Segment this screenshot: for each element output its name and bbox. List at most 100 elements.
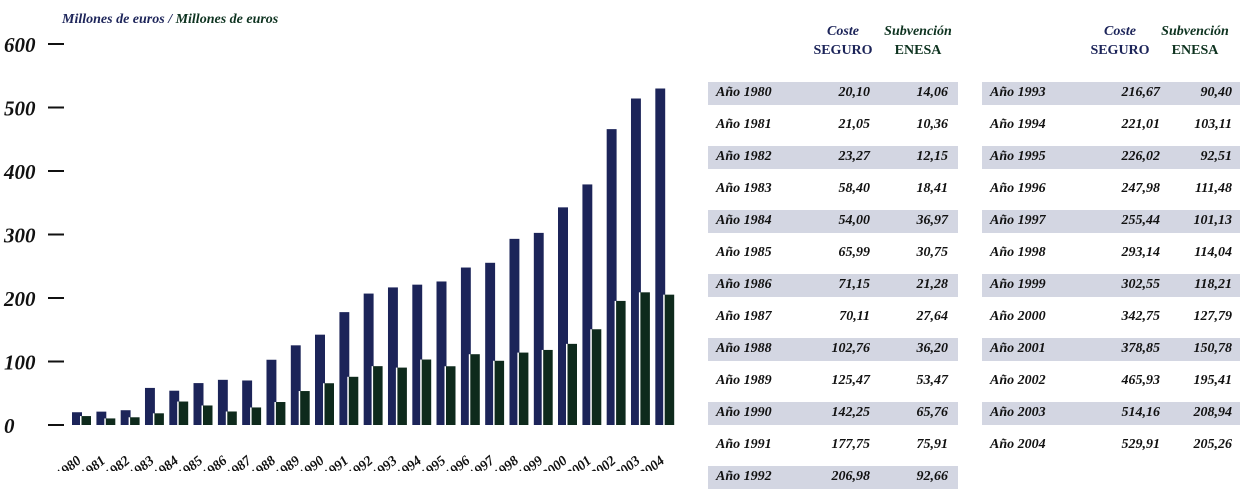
row-year: Año 1990 bbox=[716, 405, 772, 420]
table-header: Coste SEGURO Subvención ENESA bbox=[708, 22, 958, 82]
table-row: Año 1982 23,27 12,15 bbox=[708, 146, 958, 169]
bar-cost-1999 bbox=[533, 232, 544, 425]
bar-subsidy-highlight bbox=[80, 416, 82, 425]
row-subsidy: 21,28 bbox=[916, 277, 949, 292]
bar-subsidy-highlight bbox=[152, 413, 155, 425]
bar-cost-1997 bbox=[485, 262, 496, 425]
bar-subsidy-2002 bbox=[615, 300, 626, 425]
bar-subsidy-1981 bbox=[105, 418, 116, 425]
bar-subsidy-1997 bbox=[494, 360, 505, 425]
y-axis-unit-label: Millones de euros / Millones de euros bbox=[62, 12, 278, 28]
y-tick-label: 200 bbox=[3, 287, 36, 311]
x-tick-label: 1988 bbox=[248, 454, 279, 471]
header-subsidy: Subvención ENESA bbox=[1150, 22, 1240, 60]
bar-cost-highlight bbox=[434, 281, 437, 425]
row-subsidy: 12,15 bbox=[916, 149, 949, 164]
row-year: Año 1995 bbox=[990, 149, 1046, 164]
row-cost: 23,27 bbox=[838, 149, 871, 164]
bar-cost-highlight bbox=[118, 410, 121, 425]
bar-cost-highlight bbox=[94, 411, 97, 425]
bar-cost-1990 bbox=[315, 334, 325, 425]
bar-cost-1989 bbox=[290, 345, 301, 425]
bar-subsidy-highlight bbox=[274, 402, 276, 425]
row-year: Año 2003 bbox=[990, 405, 1046, 420]
row-subsidy: 75,91 bbox=[916, 437, 949, 452]
bar-cost-2004 bbox=[655, 88, 666, 426]
x-tick-label: 1982 bbox=[102, 454, 133, 471]
row-cost: 70,11 bbox=[839, 309, 870, 324]
bar-subsidy-1998 bbox=[518, 352, 529, 425]
bar-subsidy-1982 bbox=[129, 417, 140, 425]
bar-cost-highlight bbox=[70, 412, 72, 425]
row-cost: 226,02 bbox=[1121, 149, 1161, 164]
bar-cost-2000 bbox=[558, 207, 568, 425]
bar-subsidy-1988 bbox=[275, 402, 286, 425]
header-cost-line2: SEGURO bbox=[813, 43, 873, 58]
bar-subsidy-highlight bbox=[493, 360, 495, 425]
bar-subsidy-1986 bbox=[226, 411, 237, 425]
x-tick-label: 1981 bbox=[78, 454, 109, 471]
table-row: Año 1988 102,76 36,20 bbox=[708, 338, 958, 361]
bar-cost-1984 bbox=[169, 390, 180, 425]
row-cost: 71,15 bbox=[838, 277, 871, 292]
unit-label-cost: Millones de euros bbox=[62, 12, 165, 27]
table-row: Año 1997 255,44 101,13 bbox=[982, 210, 1240, 233]
bar-cost-highlight bbox=[167, 390, 170, 425]
bar-cost-highlight bbox=[240, 380, 243, 425]
row-cost: 255,44 bbox=[1121, 213, 1161, 228]
row-cost: 342,75 bbox=[1121, 309, 1161, 324]
table-row: Año 1985 65,99 30,75 bbox=[708, 242, 958, 265]
y-tick-label: 300 bbox=[3, 224, 36, 248]
bar-subsidy-1995 bbox=[445, 366, 456, 425]
y-axis: 0 100 200 300 400 500 600 bbox=[3, 33, 64, 438]
bar-subsidy-1990 bbox=[324, 383, 334, 425]
bar-cost-1988 bbox=[266, 359, 277, 425]
header-subsidy-line1: Subvención bbox=[884, 24, 952, 39]
bar-subsidy-2000 bbox=[567, 343, 577, 425]
bar-cost-highlight bbox=[507, 238, 510, 425]
table-rows-left: Año 1980 20,10 14,06 Año 1981 21,05 10,36 Año … bbox=[708, 82, 958, 489]
row-year: Año 1994 bbox=[990, 117, 1046, 132]
row-subsidy: 53,47 bbox=[916, 373, 949, 388]
bar-cost-1981 bbox=[96, 411, 107, 425]
row-cost: 293,14 bbox=[1121, 245, 1161, 260]
row-subsidy: 30,75 bbox=[916, 245, 949, 260]
row-year: Año 1999 bbox=[990, 277, 1046, 292]
bar-cost-highlight bbox=[215, 379, 218, 425]
x-tick-label: 1994 bbox=[394, 454, 425, 471]
header-cost: Coste SEGURO bbox=[1080, 22, 1160, 60]
table-row: Año 1993 216,67 90,40 bbox=[982, 82, 1240, 105]
y-tick-label: 600 bbox=[4, 33, 36, 57]
bar-subsidy-highlight bbox=[395, 367, 398, 425]
row-cost: 302,55 bbox=[1121, 277, 1161, 292]
row-year: Año 1986 bbox=[716, 277, 772, 292]
bar-subsidy-1991 bbox=[348, 376, 359, 425]
x-tick-label: 1996 bbox=[442, 454, 473, 471]
bar-cost-2002 bbox=[606, 129, 617, 425]
data-table-right: Coste SEGURO Subvención ENESA Año 1993 21… bbox=[982, 22, 1240, 457]
row-cost: 177,75 bbox=[831, 437, 871, 452]
bar-subsidy-highlight bbox=[420, 359, 422, 425]
table-row: Año 1983 58,40 18,41 bbox=[708, 178, 958, 201]
bar-subsidy-highlight bbox=[444, 366, 446, 425]
bar-subsidy-1993 bbox=[396, 367, 407, 425]
bar-subsidy-highlight bbox=[104, 418, 106, 425]
row-subsidy: 36,97 bbox=[916, 213, 949, 228]
row-subsidy: 90,40 bbox=[1200, 85, 1233, 100]
x-tick-label: 1984 bbox=[151, 454, 182, 471]
bar-cost-1991 bbox=[339, 312, 350, 425]
bar-cost-1986 bbox=[217, 379, 228, 425]
bar-cost-1998 bbox=[509, 238, 520, 425]
table-row: Año 1989 125,47 53,47 bbox=[708, 370, 958, 393]
row-cost: 20,10 bbox=[838, 85, 871, 100]
bar-cost-1985 bbox=[193, 383, 204, 425]
row-subsidy: 111,48 bbox=[1195, 181, 1232, 196]
row-year: Año 1998 bbox=[990, 245, 1046, 260]
x-tick-label: 1998 bbox=[491, 454, 522, 471]
row-subsidy: 114,04 bbox=[1194, 245, 1232, 260]
x-tick-label: 1990 bbox=[296, 454, 327, 471]
bar-cost-1994 bbox=[412, 284, 423, 425]
x-tick-label: 1999 bbox=[515, 454, 546, 471]
row-cost: 465,93 bbox=[1121, 373, 1161, 388]
bar-chart: 0 100 200 300 400 500 600 19801981198219831984… bbox=[3, 33, 675, 471]
